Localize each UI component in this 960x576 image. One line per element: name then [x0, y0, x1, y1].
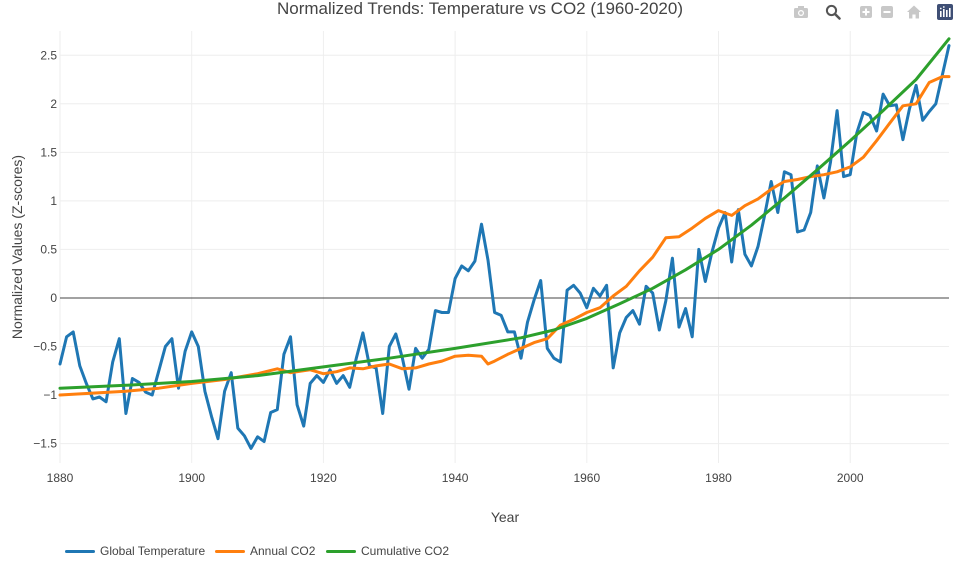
y-tick-label: −1: [43, 388, 57, 402]
y-tick-label: 2: [50, 97, 57, 111]
legend-swatch: [326, 550, 356, 553]
x-tick-label: 1980: [705, 471, 732, 485]
legend-swatch: [215, 550, 245, 553]
grid-lines: [59, 31, 949, 463]
zoom-icon[interactable]: [825, 4, 841, 20]
x-axis-ticks: 1880 1900 1920 1940 1960 1980 2000: [47, 471, 864, 485]
x-tick-label: 1900: [178, 471, 205, 485]
chart-title: Normalized Trends: Temperature vs CO2 (1…: [277, 0, 683, 18]
y-tick-label: 2.5: [40, 48, 57, 62]
y-axis-ticks: −1.5 −1 −0.5 0 0.5 1 1.5 2 2.5: [33, 48, 57, 450]
x-tick-label: 2000: [837, 471, 864, 485]
y-axis-label: Normalized Values (Z-scores): [9, 155, 25, 339]
legend-swatch: [65, 550, 95, 553]
y-tick-label: 1: [50, 194, 57, 208]
series-line-cumulative-co2[interactable]: [58, 37, 951, 390]
x-tick-label: 1940: [442, 471, 469, 485]
x-tick-label: 1920: [310, 471, 337, 485]
home-icon[interactable]: [906, 4, 922, 20]
y-tick-label: 1.5: [40, 145, 57, 159]
x-tick-label: 1880: [47, 471, 74, 485]
y-tick-label: 0: [50, 291, 57, 305]
y-tick-label: −0.5: [33, 340, 57, 354]
legend-label: Cumulative CO2: [361, 544, 450, 558]
x-tick-label: 1960: [573, 471, 600, 485]
zoom-out-icon[interactable]: [879, 4, 895, 20]
y-tick-label: −1.5: [33, 437, 57, 451]
legend-label: Annual CO2: [250, 544, 316, 558]
series-line-annual-co2[interactable]: [58, 75, 951, 397]
y-tick-label: 0.5: [40, 242, 57, 256]
plotly-logo-icon[interactable]: [937, 4, 953, 20]
zoom-in-icon[interactable]: [858, 4, 874, 20]
x-axis-label: Year: [491, 509, 520, 525]
series-lines[interactable]: [58, 37, 951, 450]
legend-label: Global Temperature: [100, 544, 206, 558]
camera-icon[interactable]: [793, 4, 809, 20]
series-line-global-temperature[interactable]: [58, 44, 951, 450]
